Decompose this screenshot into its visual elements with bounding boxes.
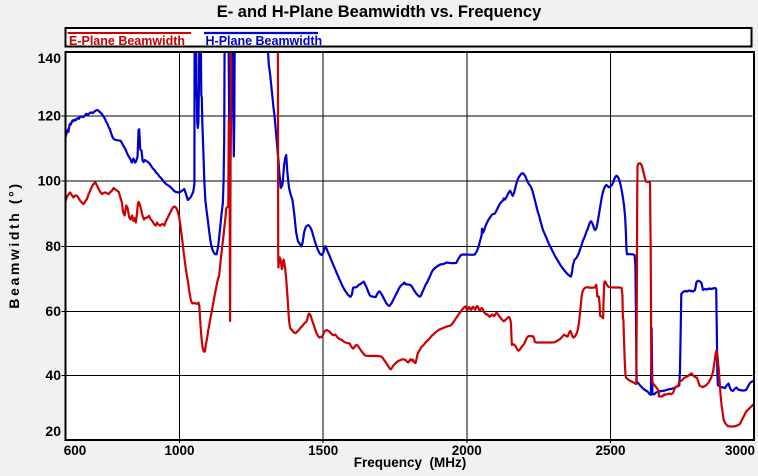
- svg-text:3000: 3000: [725, 443, 755, 458]
- svg-text:20: 20: [45, 423, 61, 439]
- svg-text:100: 100: [38, 173, 62, 189]
- svg-text:Frequency (MHz): Frequency (MHz): [354, 455, 467, 470]
- svg-text:H-Plane Beamwidth: H-Plane Beamwidth: [206, 34, 323, 48]
- svg-text:2000: 2000: [452, 443, 482, 458]
- svg-text:600: 600: [64, 443, 87, 458]
- svg-text:1500: 1500: [308, 443, 338, 458]
- svg-text:120: 120: [38, 108, 62, 124]
- svg-text:1000: 1000: [164, 443, 194, 458]
- svg-text:Beamwidth (°): Beamwidth (°): [6, 181, 22, 308]
- svg-text:60: 60: [45, 303, 61, 319]
- svg-text:140: 140: [38, 50, 62, 66]
- svg-text:40: 40: [45, 367, 61, 383]
- svg-text:2500: 2500: [595, 443, 625, 458]
- svg-text:80: 80: [45, 238, 61, 254]
- svg-text:E-Plane Beamwidth: E-Plane Beamwidth: [69, 34, 185, 48]
- svg-text:E- and H-Plane Beamwidth vs. F: E- and H-Plane Beamwidth vs. Frequency: [217, 3, 542, 21]
